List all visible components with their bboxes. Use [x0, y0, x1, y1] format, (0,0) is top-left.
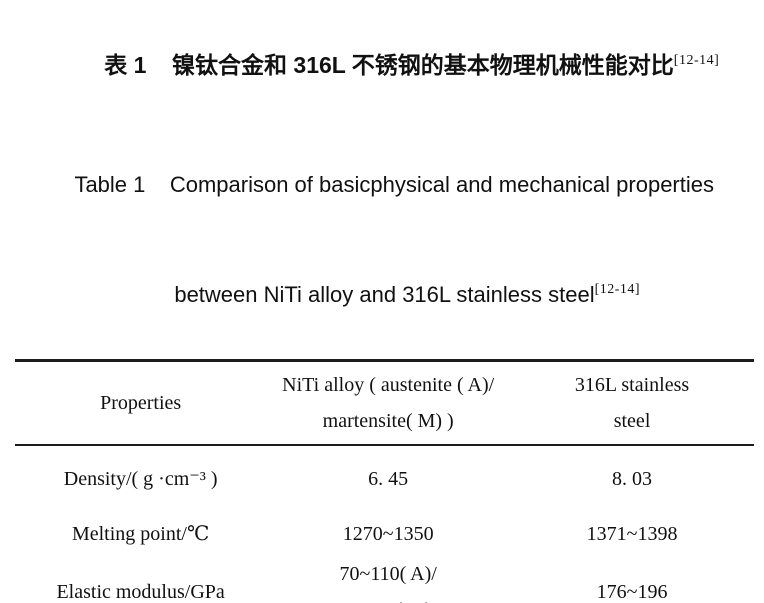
cell-text-line: Properties	[100, 391, 182, 414]
table-header-row: Properties NiTi alloy ( austenite ( A)/ m…	[15, 361, 754, 445]
cell-melting-property: Melting point/℃	[15, 513, 266, 555]
reference-superscript-zh: [12-14]	[673, 53, 720, 68]
cell-density-niti-value: 6. 45	[266, 445, 510, 513]
header-cell-316l-steel: 316L stainless steel	[510, 361, 754, 445]
cell-text-line: 21~69( M)	[266, 592, 510, 603]
cell-elastic-steel-value: 176~196	[510, 555, 754, 603]
cell-text-line: 6. 45	[368, 468, 409, 490]
cell-text-line: 1270~1350	[342, 522, 434, 545]
cell-text-line: Melting point/℃	[71, 522, 210, 545]
cell-density-property: Density/( g ·cm⁻³ )	[15, 445, 266, 513]
cell-melting-steel-value: 1371~1398	[510, 513, 754, 555]
cell-text-line: 70~110( A)/	[339, 562, 437, 585]
cell-elastic-property: Elastic modulus/GPa	[15, 555, 266, 603]
cell-text-line: 316L stainless	[574, 373, 690, 396]
table-row-melting-point: Melting point/℃ 1270~1350 1371~1398	[15, 513, 754, 555]
caption-chinese: 表 1 镍钛合金和 316L 不锈钢的基本物理机械性能对比[12-14]	[0, 0, 764, 122]
cell-text-line: Density/( g ·cm⁻³ )	[63, 468, 218, 490]
reference-superscript-en: [12-14]	[594, 282, 641, 297]
cell-text-line: steel	[613, 409, 651, 432]
caption-english-line1-text: Table 1 Comparison of basicphysical and …	[74, 172, 714, 197]
cell-text-line: Elastic modulus/GPa	[56, 580, 225, 603]
caption-english-line1: Table 1 Comparison of basicphysical and …	[0, 134, 764, 236]
cell-elastic-niti-value: 70~110( A)/ 21~69( M)	[266, 555, 510, 603]
table-row-density: Density/( g ·cm⁻³ ) 6. 45 8. 03	[15, 445, 754, 513]
caption-english-line2: between NiTi alloy and 316L stainless st…	[0, 239, 764, 346]
header-cell-niti-alloy: NiTi alloy ( austenite ( A)/ martensite( …	[266, 361, 510, 445]
caption-english-line2-text: between NiTi alloy and 316L stainless st…	[174, 282, 595, 307]
cell-text-line: 1371~1398	[586, 522, 678, 545]
properties-comparison-table: Properties NiTi alloy ( austenite ( A)/ m…	[15, 359, 754, 603]
cell-text-line: NiTi alloy ( austenite ( A)/	[282, 373, 495, 396]
table-row-elastic-modulus: Elastic modulus/GPa 70~110( A)/ 21~69( M)…	[15, 555, 754, 603]
cell-text-line: martensite( M) )	[322, 409, 454, 432]
caption-chinese-text: 表 1 镍钛合金和 316L 不锈钢的基本物理机械性能对比	[104, 52, 674, 78]
cell-density-steel-value: 8. 03	[510, 445, 754, 513]
cell-text-line: 176~196	[596, 580, 668, 603]
header-cell-properties: Properties	[15, 361, 266, 445]
cell-melting-niti-value: 1270~1350	[266, 513, 510, 555]
cell-text-line: 8. 03	[612, 468, 653, 490]
